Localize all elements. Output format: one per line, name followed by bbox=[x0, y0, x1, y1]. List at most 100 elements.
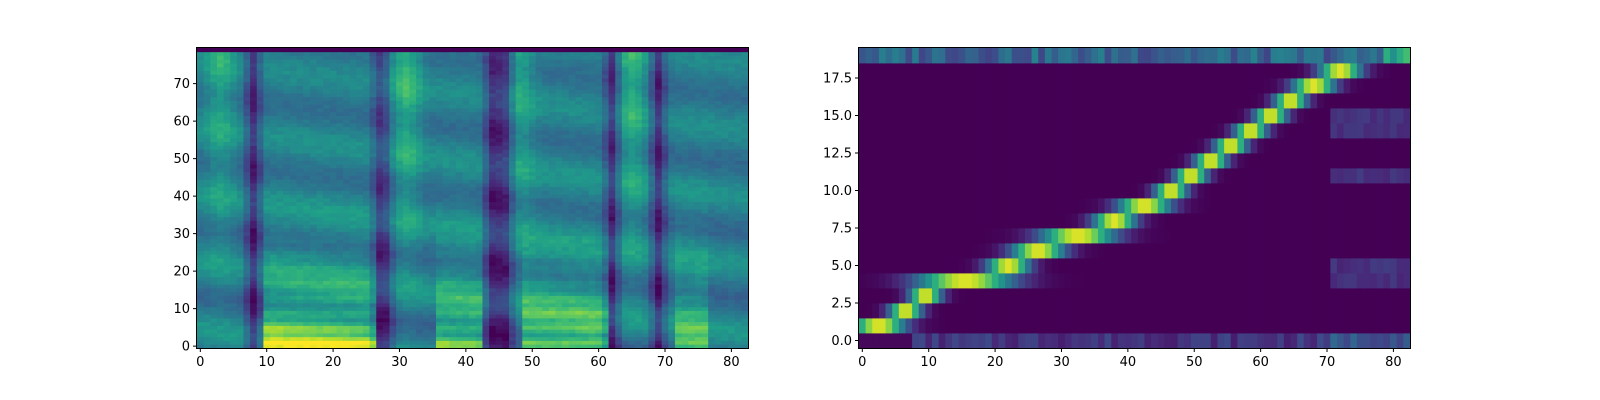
heatmap-cell bbox=[442, 134, 450, 139]
heatmap-cell bbox=[708, 160, 716, 165]
heatmap-cell bbox=[276, 179, 284, 184]
heatmap-cell bbox=[681, 333, 689, 338]
heatmap-cell bbox=[608, 134, 616, 139]
heatmap-cell bbox=[449, 228, 457, 233]
heatmap-cell bbox=[595, 295, 603, 300]
heatmap-cell bbox=[429, 318, 437, 323]
heatmap-cell bbox=[708, 179, 716, 184]
heatmap-cell bbox=[343, 179, 351, 184]
heatmap-cell bbox=[568, 149, 576, 154]
heatmap-cell bbox=[674, 216, 683, 221]
heatmap-cell bbox=[309, 123, 317, 128]
heatmap-cell bbox=[621, 186, 629, 191]
heatmap-cell bbox=[230, 344, 238, 349]
heatmap-cell bbox=[509, 153, 517, 158]
heatmap-cell bbox=[668, 295, 676, 300]
heatmap-cell bbox=[555, 280, 563, 285]
heatmap-cell bbox=[250, 284, 258, 289]
heatmap-cell bbox=[276, 239, 284, 244]
heatmap-cell bbox=[236, 299, 244, 304]
heatmap-cell bbox=[336, 216, 344, 221]
heatmap-cell bbox=[303, 265, 311, 270]
heatmap-cell bbox=[615, 190, 623, 195]
heatmap-cell bbox=[296, 201, 304, 206]
heatmap-cell bbox=[469, 216, 477, 221]
heatmap-cell bbox=[356, 209, 364, 214]
heatmap-cell bbox=[343, 123, 351, 128]
heatmap-cell bbox=[316, 250, 324, 255]
heatmap-cell bbox=[701, 134, 709, 139]
heatmap-cell bbox=[482, 329, 490, 334]
heatmap-cell bbox=[528, 134, 536, 139]
heatmap-cell bbox=[369, 325, 377, 330]
heatmap-cell bbox=[462, 261, 470, 266]
heatmap-cell bbox=[236, 265, 244, 270]
heatmap-cell bbox=[495, 284, 503, 289]
heatmap-cell bbox=[489, 310, 497, 315]
heatmap-cell bbox=[681, 149, 689, 154]
heatmap-cell bbox=[681, 216, 689, 221]
heatmap-cell bbox=[369, 235, 377, 240]
heatmap-cell bbox=[509, 284, 517, 289]
heatmap-cell bbox=[250, 175, 258, 180]
heatmap-cell bbox=[416, 288, 424, 293]
heatmap-cell bbox=[701, 299, 709, 304]
heatmap-cell bbox=[562, 276, 570, 281]
heatmap-cell bbox=[216, 243, 224, 248]
heatmap-cell bbox=[449, 216, 457, 221]
heatmap-cell bbox=[263, 314, 271, 319]
heatmap-cell bbox=[236, 224, 244, 229]
heatmap-cell bbox=[243, 213, 251, 218]
heatmap-cell bbox=[588, 258, 596, 263]
heatmap-cell bbox=[648, 288, 656, 293]
heatmap-cell bbox=[289, 258, 297, 263]
heatmap-cell bbox=[356, 194, 364, 199]
heatmap-cell bbox=[203, 261, 211, 266]
heatmap-cell bbox=[382, 306, 390, 311]
heatmap-cell bbox=[429, 216, 437, 221]
heatmap-cell bbox=[289, 310, 297, 315]
heatmap-cell bbox=[356, 153, 364, 158]
heatmap-cell bbox=[429, 231, 437, 236]
heatmap-cell bbox=[542, 291, 550, 296]
heatmap-cell bbox=[422, 273, 430, 278]
heatmap-cell bbox=[482, 284, 490, 289]
heatmap-cell bbox=[270, 235, 278, 240]
heatmap-cell bbox=[568, 265, 576, 270]
heatmap-cell bbox=[588, 123, 596, 128]
heatmap-cell bbox=[741, 310, 749, 315]
heatmap-cell bbox=[655, 130, 663, 135]
heatmap-cell bbox=[309, 239, 317, 244]
heatmap-cell bbox=[661, 254, 669, 259]
heatmap-cell bbox=[601, 284, 609, 289]
heatmap-cell bbox=[263, 168, 271, 173]
heatmap-cell bbox=[435, 250, 444, 255]
heatmap-cell bbox=[694, 340, 702, 345]
heatmap-cell bbox=[621, 171, 629, 176]
heatmap-cell bbox=[475, 153, 483, 158]
heatmap-cell bbox=[714, 239, 722, 244]
heatmap-cell bbox=[396, 325, 404, 330]
heatmap-cell bbox=[256, 228, 264, 233]
heatmap-cell bbox=[250, 288, 258, 293]
heatmap-cell bbox=[343, 213, 351, 218]
heatmap-cell bbox=[429, 190, 437, 195]
heatmap-cell bbox=[668, 340, 676, 345]
heatmap-cell bbox=[582, 194, 590, 199]
heatmap-cell bbox=[568, 138, 576, 143]
heatmap-cell bbox=[349, 284, 357, 289]
heatmap-cell bbox=[389, 310, 397, 315]
heatmap-cell bbox=[694, 246, 702, 251]
heatmap-cell bbox=[502, 265, 510, 270]
heatmap-cell bbox=[389, 295, 397, 300]
heatmap-cell bbox=[442, 175, 450, 180]
heatmap-cell bbox=[668, 190, 676, 195]
heatmap-cell bbox=[489, 134, 497, 139]
heatmap-cell bbox=[641, 344, 649, 349]
heatmap-cell bbox=[362, 306, 370, 311]
heatmap-cell bbox=[701, 186, 709, 191]
heatmap-cell bbox=[502, 205, 510, 210]
heatmap-cell bbox=[655, 224, 663, 229]
heatmap-cell bbox=[575, 310, 583, 315]
heatmap-cell bbox=[289, 149, 297, 154]
